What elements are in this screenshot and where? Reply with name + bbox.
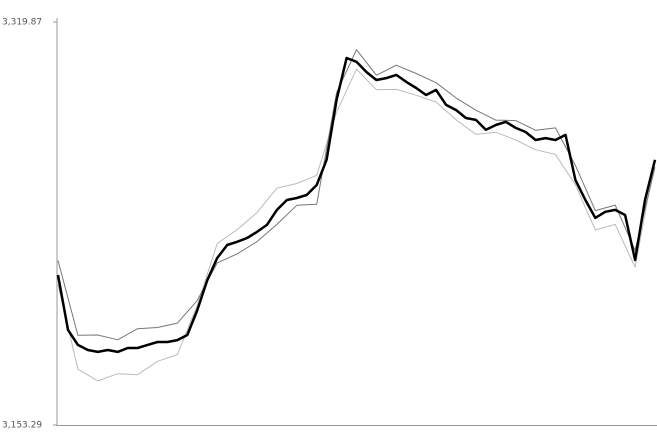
y-tick-label: 3,153.29 [2, 421, 42, 431]
y-tick-label: 3,319.87 [2, 18, 42, 28]
series-line [56, 56, 657, 354]
series-line [57, 49, 656, 341]
series-line [57, 68, 656, 382]
